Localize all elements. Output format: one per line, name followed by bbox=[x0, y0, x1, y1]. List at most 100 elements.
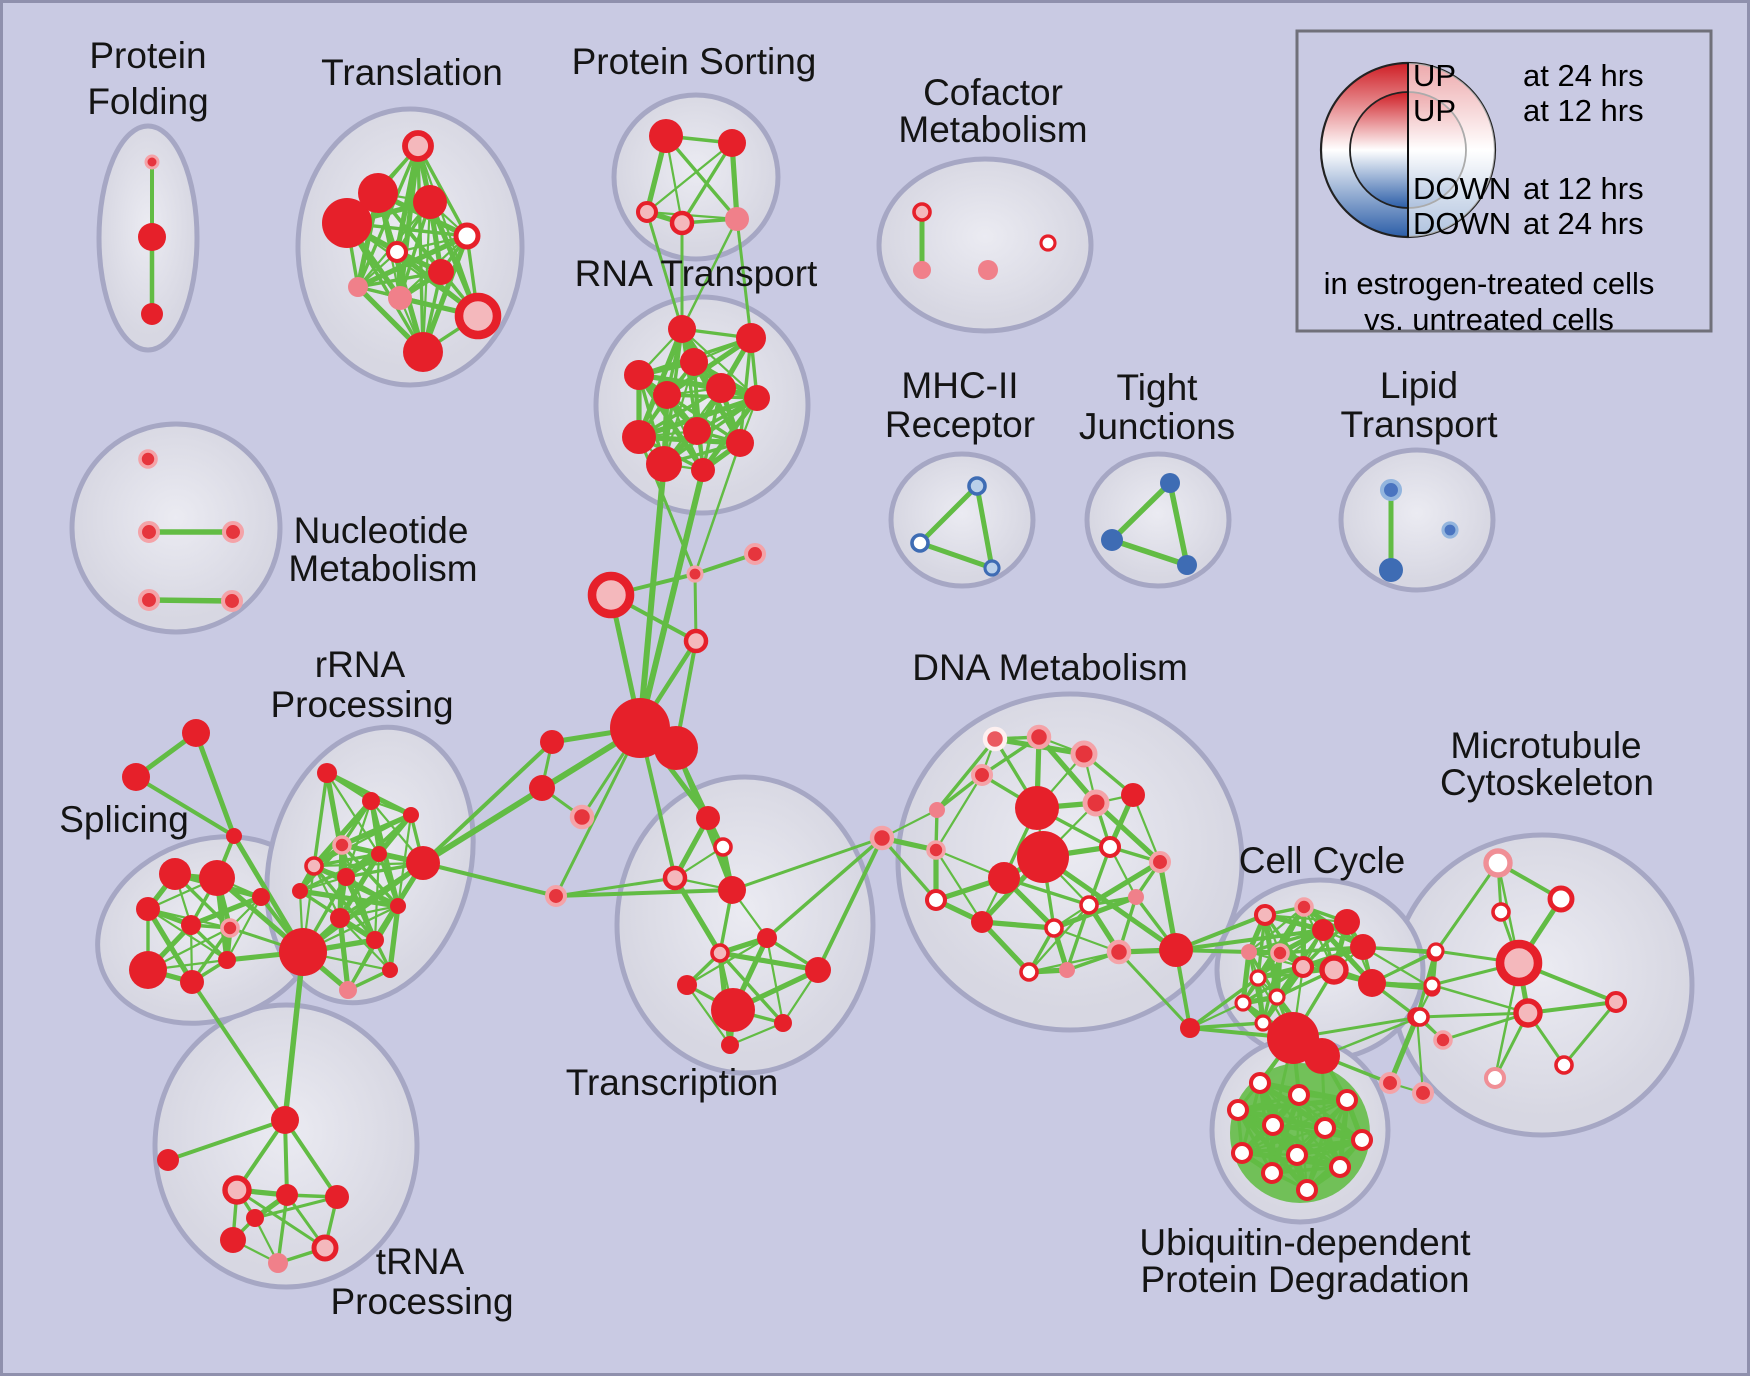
cluster-ellipse-tj bbox=[1084, 451, 1232, 589]
edge bbox=[1526, 1000, 1618, 1015]
node-tr3 bbox=[413, 185, 447, 219]
node-rt11 bbox=[646, 446, 682, 482]
legend-time-label: at 12 hrs bbox=[1523, 93, 1644, 128]
node-ps4 bbox=[669, 210, 695, 236]
edge bbox=[680, 217, 739, 331]
edge bbox=[934, 848, 984, 924]
edge bbox=[421, 740, 554, 865]
node-rt7 bbox=[744, 385, 770, 411]
node-dm19 bbox=[1128, 889, 1144, 905]
edge bbox=[1270, 1165, 1342, 1175]
cluster-label: Processing bbox=[330, 1281, 513, 1322]
node-tx9 bbox=[805, 957, 831, 983]
edge bbox=[664, 335, 754, 398]
legend-direction-label: UP bbox=[1413, 93, 1456, 128]
node-tn5 bbox=[325, 1185, 349, 1209]
labels-layer: Protein Folding Translation Protein Sorting… bbox=[59, 35, 1654, 1322]
edge bbox=[645, 141, 734, 214]
node-ch6 bbox=[654, 726, 698, 770]
edge bbox=[1174, 928, 1325, 952]
node-pf2 bbox=[138, 223, 166, 251]
edge bbox=[340, 843, 400, 908]
node-ub4 bbox=[1226, 1098, 1250, 1122]
edge bbox=[188, 894, 264, 928]
node-rr4 bbox=[332, 835, 352, 855]
edge bbox=[193, 730, 237, 839]
edge bbox=[693, 441, 742, 576]
node-rr11 bbox=[390, 898, 406, 914]
node-tx8 bbox=[677, 975, 697, 995]
legend: UP at 24 hrs UP at 12 hrs DOWN at 12 hrs DOWN a… bbox=[1295, 29, 1713, 337]
cluster-label: Protein Sorting bbox=[572, 41, 817, 82]
edge bbox=[728, 1021, 785, 1047]
node-tx3 bbox=[662, 865, 688, 891]
node-dm17 bbox=[1079, 895, 1099, 915]
edge bbox=[1387, 1014, 1420, 1086]
node-dm13 bbox=[1098, 835, 1122, 859]
edge bbox=[735, 217, 753, 340]
node-cc2 bbox=[1294, 897, 1314, 917]
node-tr10 bbox=[454, 292, 502, 340]
node-tr7 bbox=[428, 259, 454, 285]
edge bbox=[917, 540, 995, 571]
edge bbox=[645, 210, 739, 221]
node-mt2 bbox=[1547, 885, 1575, 913]
node-nm2 bbox=[137, 520, 161, 544]
edge bbox=[1188, 1021, 1265, 1030]
node-ch2 bbox=[743, 542, 767, 566]
node-sp4 bbox=[181, 915, 201, 935]
node-sp7 bbox=[180, 970, 204, 994]
edge bbox=[1109, 537, 1190, 568]
node-tj1 bbox=[1160, 473, 1180, 493]
cluster-label: Protein Degradation bbox=[1140, 1259, 1469, 1300]
edge bbox=[765, 936, 785, 1025]
edge bbox=[1441, 1011, 1530, 1042]
edge bbox=[283, 1118, 339, 1199]
nodes-layer bbox=[122, 119, 1628, 1273]
node-sp9 bbox=[252, 888, 270, 906]
edge bbox=[146, 597, 235, 604]
node-cf4 bbox=[1039, 234, 1057, 252]
node-mt8 bbox=[1513, 998, 1543, 1028]
node-cc16 bbox=[1304, 1038, 1340, 1074]
legend-fade-half bbox=[1408, 63, 1495, 237]
cluster-label: Lipid bbox=[1380, 365, 1458, 406]
node-tn2 bbox=[157, 1149, 179, 1171]
node-rr13 bbox=[339, 981, 357, 999]
edge bbox=[377, 852, 400, 908]
edge bbox=[1109, 480, 1173, 543]
node-mt11 bbox=[1554, 1055, 1574, 1075]
edge bbox=[718, 951, 785, 1025]
node-rt4 bbox=[624, 360, 654, 390]
edge bbox=[282, 949, 306, 1123]
cluster-label: Protein bbox=[89, 35, 206, 76]
cluster-label: Microtubule bbox=[1450, 725, 1641, 766]
node-tx5 bbox=[718, 876, 746, 904]
node-ps2 bbox=[718, 129, 746, 157]
cluster-label: Tight bbox=[1117, 367, 1199, 408]
edge bbox=[880, 836, 938, 902]
cluster-ellipse-mh bbox=[888, 451, 1036, 589]
edge bbox=[1270, 1138, 1364, 1175]
node-sp5 bbox=[220, 918, 240, 938]
node-mt12 bbox=[1483, 1066, 1507, 1090]
node-mt1 bbox=[1483, 848, 1513, 878]
node-nm1 bbox=[138, 449, 158, 469]
node-dm20 bbox=[1106, 939, 1132, 965]
node-rt8 bbox=[683, 417, 711, 445]
edge bbox=[166, 1118, 287, 1162]
node-tn9 bbox=[246, 1209, 264, 1227]
cluster-label: Splicing bbox=[59, 799, 189, 840]
node-tx11 bbox=[774, 1014, 792, 1032]
node-ps1 bbox=[649, 119, 683, 153]
node-dm12 bbox=[1121, 783, 1145, 807]
edge bbox=[554, 888, 734, 898]
node-mt3 bbox=[1491, 902, 1511, 922]
legend-time-label: at 24 hrs bbox=[1523, 58, 1644, 93]
cluster-label: Cofactor bbox=[923, 72, 1063, 113]
node-tj2 bbox=[1101, 529, 1123, 551]
edge bbox=[134, 775, 236, 838]
node-nm3 bbox=[221, 520, 245, 544]
